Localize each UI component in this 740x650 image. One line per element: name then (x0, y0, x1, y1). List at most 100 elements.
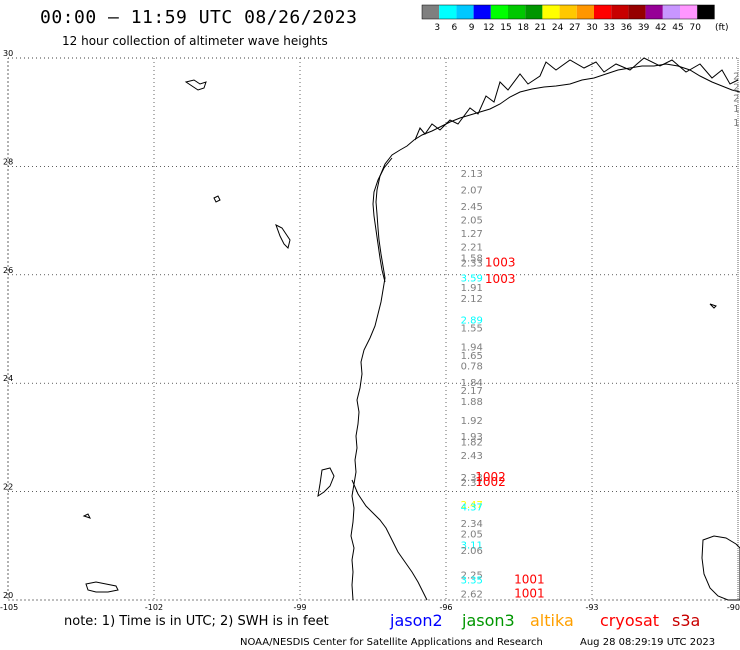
swh-label: 0.78 (461, 362, 483, 373)
island-8 (82, 513, 91, 519)
swh-label: 1 (733, 104, 739, 115)
legend-swatch (680, 5, 698, 19)
pressure-label: 1003 (485, 256, 516, 270)
island-4 (85, 581, 119, 593)
legend-frame (421, 4, 715, 20)
swh-label: 2.05 (461, 215, 483, 226)
island-7 (709, 303, 717, 309)
swh-label: 3.59 (461, 273, 483, 284)
coastline-main (350, 63, 740, 601)
swh-label: 1.88 (461, 397, 483, 408)
lon-label: -102 (145, 603, 163, 612)
island-2 (275, 223, 291, 249)
legend-label: 39 (638, 23, 650, 33)
swh-observations: 2.132.072.452.051.272.211.582.333.591.91… (461, 72, 740, 601)
coastline-south (351, 479, 428, 601)
swh-label: 3.11 (461, 541, 483, 552)
swh-label: 2.06 (461, 546, 483, 557)
swh-label: 2.12 (461, 294, 483, 305)
legend-label: 15 (500, 23, 511, 33)
swh-label: 2.59 (733, 72, 740, 83)
legend-label: 33 (603, 23, 614, 33)
legend-swatch (542, 5, 560, 19)
pressure-label: 1003 (485, 272, 516, 286)
legend-swatch (490, 5, 508, 19)
footer-credit: NOAA/NESDIS Center for Satellite Applica… (240, 637, 543, 648)
lon-label: -99 (293, 603, 306, 612)
swh-label: 2.33 (461, 259, 483, 270)
mission-legend: jason2 jason3 altika cryosat s3a (389, 611, 700, 630)
legend-swatch (508, 5, 526, 19)
mission-jason3: jason3 (461, 611, 515, 630)
pressure-label: 1001 (514, 586, 545, 600)
legend-label: 21 (535, 23, 546, 33)
lat-label: 30 (3, 49, 13, 58)
legend-label: 18 (517, 23, 529, 33)
mission-altika: altika (530, 611, 574, 630)
swh-label: 2.45 (461, 202, 483, 213)
lon-label: -96 (439, 603, 452, 612)
map-title: 00:00 – 11:59 UTC 08/26/2023 (40, 7, 358, 28)
swh-label: 1.65 (461, 351, 483, 362)
swh-label: 2.89 (461, 316, 483, 327)
footer-note: note: 1) Time is in UTC; 2) SWH is in fe… (64, 614, 329, 629)
legend-swatch (628, 5, 646, 19)
map-subtitle: 12 hour collection of altimeter wave hei… (62, 34, 328, 48)
legend-swatch (576, 5, 594, 19)
legend-label: 9 (469, 23, 475, 33)
footer-timestamp: Aug 28 08:29:19 UTC 2023 (580, 637, 715, 648)
lon-label: -93 (585, 603, 598, 612)
island-1 (184, 79, 207, 91)
legend-label: 3 (434, 23, 440, 33)
swh-label: 1 (733, 118, 739, 129)
lon-label: -105 (0, 603, 18, 612)
swh-label: 4.37 (461, 503, 483, 514)
legend-label: 45 (672, 23, 683, 33)
swh-label: 1.27 (461, 229, 483, 240)
swh-label: 2.37 (461, 478, 483, 489)
swh-label: 2.17 (461, 386, 483, 397)
swh-label: 1.93 (461, 432, 483, 443)
swh-label: 1.94 (461, 343, 483, 354)
swh-label: 2.47 (461, 500, 483, 511)
plot-frame (7, 57, 739, 601)
coastline-bays (414, 57, 739, 141)
swh-label: 2.34 (461, 519, 483, 530)
legend-swatch (439, 5, 457, 19)
legend-swatch (559, 5, 577, 19)
lat-label: 22 (3, 483, 13, 492)
legend-unit: (ft) (715, 23, 729, 33)
swh-label: 2.1 (733, 93, 740, 104)
legend-swatch (422, 5, 440, 19)
lat-label: 20 (3, 591, 13, 600)
swh-label: 3.35 (461, 576, 483, 587)
swh-label: 1.91 (461, 283, 483, 294)
island-3 (213, 195, 221, 203)
legend-swatch (473, 5, 491, 19)
mission-s3a: s3a (672, 611, 700, 630)
legend-swatch (662, 5, 680, 19)
legend-label: 42 (655, 23, 666, 33)
swh-label: 2.43 (461, 451, 483, 462)
legend-swatch (611, 5, 629, 19)
swh-label: 2.25 (461, 570, 483, 581)
swh-label: 1.55 (461, 324, 483, 335)
swh-label: 2.13 (461, 169, 483, 180)
coastline-barrier (372, 157, 393, 283)
swh-label: 1.84 (461, 378, 483, 389)
lat-label: 28 (3, 157, 13, 166)
legend-label: 6 (452, 23, 458, 33)
legend-label: 24 (552, 23, 564, 33)
coastline (82, 57, 740, 601)
legend-swatch (594, 5, 612, 19)
legend-swatch (645, 5, 663, 19)
legend-label: 12 (483, 23, 494, 33)
legend-swatch (525, 5, 543, 19)
swh-label: 2.21 (461, 242, 483, 253)
pressure-label: 1002 (475, 470, 506, 484)
swh-label: 1.82 (461, 438, 483, 449)
swh-label: 1.58 (461, 253, 483, 264)
legend-label: 27 (569, 23, 580, 33)
